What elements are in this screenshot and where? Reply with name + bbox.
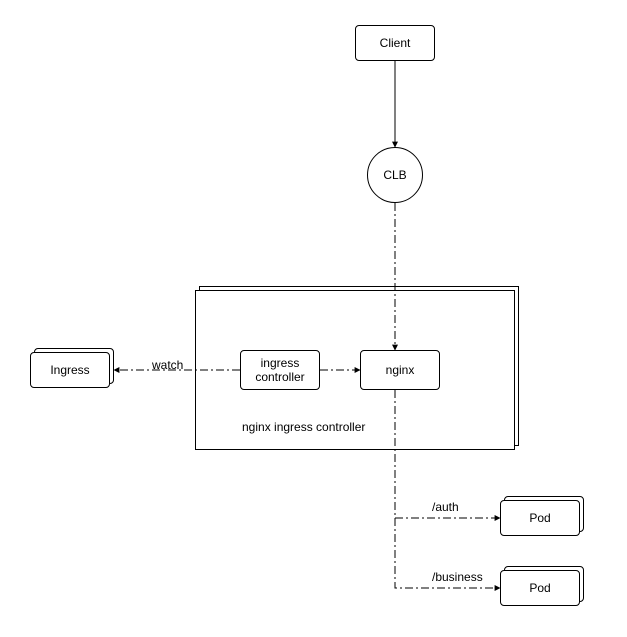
- pod1-label: Pod: [529, 511, 550, 525]
- diagram-canvas: nginx ingress controller Client CLB Ingr…: [0, 0, 627, 637]
- ingress-controller-label: ingress controller: [255, 356, 304, 385]
- ingress-controller-node: ingress controller: [240, 350, 320, 390]
- business-label: /business: [430, 570, 485, 584]
- container-caption: nginx ingress controller: [240, 420, 367, 434]
- ingress-node: Ingress: [30, 352, 110, 388]
- clb-node: CLB: [367, 147, 423, 203]
- ingress-label: Ingress: [50, 363, 89, 377]
- clb-label: CLB: [383, 168, 406, 182]
- auth-label: /auth: [430, 500, 461, 514]
- client-label: Client: [380, 36, 411, 50]
- nginx-label: nginx: [386, 363, 415, 377]
- nginx-node: nginx: [360, 350, 440, 390]
- pod2-node: Pod: [500, 570, 580, 606]
- pod2-label: Pod: [529, 581, 550, 595]
- pod1-node: Pod: [500, 500, 580, 536]
- watch-label: watch: [150, 358, 185, 372]
- client-node: Client: [355, 25, 435, 61]
